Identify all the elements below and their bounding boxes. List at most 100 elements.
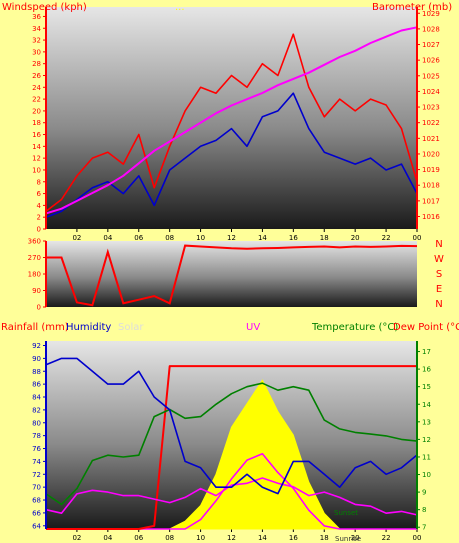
- solar-axis-title: Solar: [118, 322, 144, 333]
- humidity-y-tick-label: 90: [32, 355, 41, 363]
- humidity-y-tick-label: 82: [32, 406, 41, 414]
- barometer-y-tick-label: 1017: [422, 197, 440, 205]
- barometer-y-tick-label: 1029: [422, 10, 440, 18]
- compass-label: N: [435, 239, 442, 250]
- humidity-y-tick-label: 84: [32, 394, 41, 402]
- barometer-y-tick-label: 1024: [422, 88, 440, 96]
- wind-y-tick-label: 24: [32, 84, 41, 92]
- humidity-y-tick-label: 92: [32, 342, 41, 350]
- temperature-y-tick-label: 12: [422, 436, 431, 444]
- humidity-y-tick-label: 66: [32, 509, 41, 517]
- temp-x-tick-label: 10: [196, 534, 205, 542]
- wind-x-tick-label: 00: [413, 234, 422, 242]
- wind-x-tick-label: 12: [227, 234, 236, 242]
- direction-y-tick-label: 180: [28, 271, 41, 279]
- humidity-y-tick-label: 86: [32, 381, 41, 389]
- wind-x-tick-label: 06: [134, 234, 143, 242]
- direction-y-tick-label: 90: [32, 287, 41, 295]
- temp-x-tick-label: 20: [351, 534, 360, 542]
- temp-x-tick-label: 14: [258, 534, 267, 542]
- wind-y-tick-label: 18: [32, 119, 41, 127]
- temp-x-tick-label: 04: [103, 534, 112, 542]
- wind-y-tick-label: 34: [32, 25, 41, 33]
- humidity-y-tick-label: 78: [32, 432, 41, 440]
- temperature-y-tick-label: 9: [422, 489, 426, 497]
- temp-x-tick-label: 12: [227, 534, 236, 542]
- humidity-y-axis: 64 66 68 70 72 74 76 78 80 82 84 86 88 90 92: [32, 342, 46, 530]
- compass-label: S: [436, 269, 442, 280]
- barometer-y-tick-label: 1019: [422, 166, 440, 174]
- temp-x-tick-label: 18: [320, 534, 329, 542]
- barometer-y-tick-label: 1028: [422, 25, 440, 33]
- series-line-gust: [45, 33, 418, 212]
- humidity-y-tick-label: 70: [32, 484, 41, 492]
- temp-x-tick-label: 00: [413, 534, 422, 542]
- humidity-y-tick-label: 64: [32, 522, 41, 530]
- wind-x-tick-label: 02: [72, 234, 81, 242]
- temperature-y-tick-label: 17: [422, 348, 431, 356]
- sunrise-annotation: Sunrise: [335, 535, 361, 543]
- wind-y-tick-label: 8: [37, 178, 41, 186]
- temperature-y-tick-label: 14: [422, 401, 431, 409]
- dewpoint-axis-title: Dew Point (°C): [393, 322, 459, 333]
- temp-x-tick-label: 06: [134, 534, 143, 542]
- wind-x-tick-label: 18: [320, 234, 329, 242]
- series-line-rain: [46, 365, 417, 530]
- barometer-y-tick-label: 1018: [422, 182, 440, 190]
- wind-header-text: ...: [175, 2, 185, 13]
- temp-x-axis: 02 04 06 08 10 12 14 16 18 20 22 00: [72, 529, 421, 542]
- temperature-axis-title: Temperature (°C): [311, 322, 398, 333]
- temperature-y-tick-label: 13: [422, 418, 431, 426]
- wind-y-tick-label: 10: [32, 166, 41, 174]
- series-line-dewpoint: [45, 477, 418, 516]
- wind-y-tick-label: 16: [32, 131, 41, 139]
- wind-x-tick-label: 08: [165, 234, 174, 242]
- direction-y-tick-label: 360: [28, 238, 41, 246]
- wind-x-tick-label: 10: [196, 234, 205, 242]
- humidity-y-tick-label: 72: [32, 471, 41, 479]
- wind-y-tick-label: 4: [37, 202, 42, 210]
- wind-y-tick-label: 30: [32, 48, 41, 56]
- barometer-y-tick-label: 1025: [422, 72, 440, 80]
- wind-y-tick-label: 26: [32, 72, 41, 80]
- temperature-y-tick-label: 10: [422, 471, 431, 479]
- barometer-y-tick-label: 1022: [422, 119, 440, 127]
- series-line-barometer: [45, 26, 418, 215]
- wind-x-tick-label: 16: [289, 234, 298, 242]
- series-line-avg: [45, 92, 418, 218]
- direction-y-axis: 0 90 180 270 360: [28, 238, 46, 312]
- wind-series: [45, 26, 418, 218]
- direction-y-tick-label: 0: [37, 304, 41, 312]
- wind-y-tick-label: 12: [32, 155, 41, 163]
- humidity-y-tick-label: 68: [32, 497, 41, 505]
- temperature-y-tick-label: 8: [422, 506, 426, 514]
- wind-x-tick-label: 14: [258, 234, 267, 242]
- rainfall-axis-title: Rainfall (mm): [1, 322, 69, 333]
- humidity-y-tick-label: 88: [32, 368, 41, 376]
- wind-x-tick-label: 04: [103, 234, 112, 242]
- temperature-y-tick-label: 11: [422, 453, 431, 461]
- temperature-y-tick-label: 15: [422, 383, 431, 391]
- barometer-y-tick-label: 1023: [422, 104, 440, 112]
- barometer-y-tick-label: 1020: [422, 150, 440, 158]
- wind-plot-area: [46, 7, 417, 229]
- wind-y-tick-label: 14: [32, 143, 41, 151]
- temperature-y-axis: 7 8 9 10 11 12 13 14 15 16 17: [417, 348, 431, 532]
- wind-y-tick-label: 32: [32, 37, 41, 45]
- wind-y-tick-label: 2: [37, 214, 41, 222]
- barometer-y-axis: 1016 1017 1018 1019 1020 1021 1022 1023 1024 1025…: [417, 10, 440, 221]
- direction-y-tick-label: 270: [28, 254, 41, 262]
- humidity-y-tick-label: 80: [32, 419, 41, 427]
- wind-y-tick-label: 22: [32, 96, 41, 104]
- wind-y-tick-label: 20: [32, 107, 41, 115]
- barometer-y-tick-label: 1021: [422, 135, 440, 143]
- rain-humidity-temp-chart: Rainfall (mm) Humidity Solar UV Temperat…: [1, 322, 459, 543]
- temp-x-tick-label: 02: [72, 534, 81, 542]
- barometer-y-tick-label: 1027: [422, 41, 440, 49]
- compass-label: E: [436, 284, 442, 295]
- barometer-axis-title: Barometer (mb): [372, 2, 452, 13]
- direction-series: [46, 244, 418, 307]
